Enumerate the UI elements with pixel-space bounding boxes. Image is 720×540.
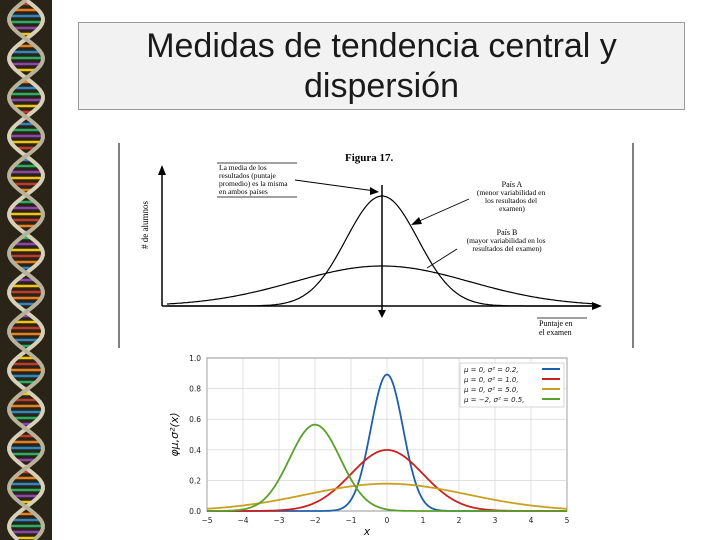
annotation-mean-arrowhead (370, 187, 379, 195)
annotation-country-b-arrow (426, 248, 458, 269)
x-axis-label-line1: Puntaje en (539, 319, 573, 328)
x-tick-label: 1 (421, 516, 426, 525)
x-tick-label: −3 (273, 516, 284, 525)
x-tick-label: 3 (493, 516, 498, 525)
annotation-mean: La media de los resultados (puntaje prom… (219, 163, 289, 196)
x-tick-label: 2 (457, 516, 462, 525)
slide-title: Medidas de tendencia central y dispersió… (146, 27, 617, 105)
annotation-country-a-arrow (416, 198, 470, 223)
legend-label: μ = 0, σ² = 5.0, (463, 386, 519, 394)
mean-line-arrow (378, 310, 386, 318)
y-tick-label: 0.0 (189, 507, 201, 516)
annotation-country-b: (mayor variabilidad en los resultados de… (467, 236, 548, 253)
legend-label: μ = 0, σ² = 0.2, (463, 366, 519, 374)
y-tick-label: 0.8 (189, 385, 201, 394)
y-axis-title: φμ,σ²(x) (168, 412, 181, 456)
curve-country-b (166, 265, 596, 305)
x-tick-label: 0 (385, 516, 390, 525)
series-line (207, 423, 567, 512)
normal-distribution-chart: −5 −4 −3 −2 −1 0 1 2 3 4 5 0.0 0.2 0.4 0.6 0.8 1.0 x φμ,σ²… (162, 349, 574, 540)
annotation-country-b-title: País B (497, 228, 518, 237)
dna-backbone-b (7, 0, 45, 540)
figure-country-comparison: Figura 17. # de alumnos Puntaje en el ex… (117, 143, 635, 348)
annotation-country-a-title: País A (502, 180, 523, 189)
figure-heading: Figura 17. (345, 152, 394, 164)
figure-country-comparison-svg: Figura 17. # de alumnos Puntaje en el ex… (118, 143, 634, 348)
x-tick-label: −1 (345, 516, 356, 525)
annotation-country-a: (menor variabilidad en los resultados de… (477, 188, 547, 213)
y-tick-label: 0.4 (189, 446, 201, 455)
x-tick-label: −2 (309, 516, 320, 525)
curve-country-a (167, 195, 595, 307)
dna-helix-decoration (0, 0, 52, 540)
normal-distribution-chart-svg: −5 −4 −3 −2 −1 0 1 2 3 4 5 0.0 0.2 0.4 0.6 0.8 1.0 x φμ,σ²… (168, 354, 570, 538)
x-tick-label: −4 (237, 516, 248, 525)
annotation-mean-arrow (294, 179, 376, 192)
y-tick-label: 0.2 (189, 476, 201, 485)
x-tick-label: 5 (565, 516, 570, 525)
dna-backbone-a (7, 0, 45, 540)
legend-label: μ = −2, σ² = 0.5, (463, 396, 524, 404)
x-tick-label: −5 (201, 516, 212, 525)
y-tick-label: 0.6 (189, 415, 201, 424)
series-line (206, 482, 568, 510)
y-tick-label: 1.0 (189, 354, 201, 363)
y-axis-arrow (158, 165, 166, 175)
y-axis-label: # de alumnos (140, 201, 150, 249)
x-axis-title: x (363, 525, 371, 538)
x-tick-label: 4 (529, 516, 534, 525)
x-axis-label-line2: el examen (539, 328, 572, 337)
dna-helix-image (7, 0, 45, 540)
annotation-country-a-arrowhead (411, 217, 422, 225)
legend-label: μ = 0, σ² = 1.0, (463, 376, 519, 384)
title-box: Medidas de tendencia central y dispersió… (78, 22, 685, 110)
